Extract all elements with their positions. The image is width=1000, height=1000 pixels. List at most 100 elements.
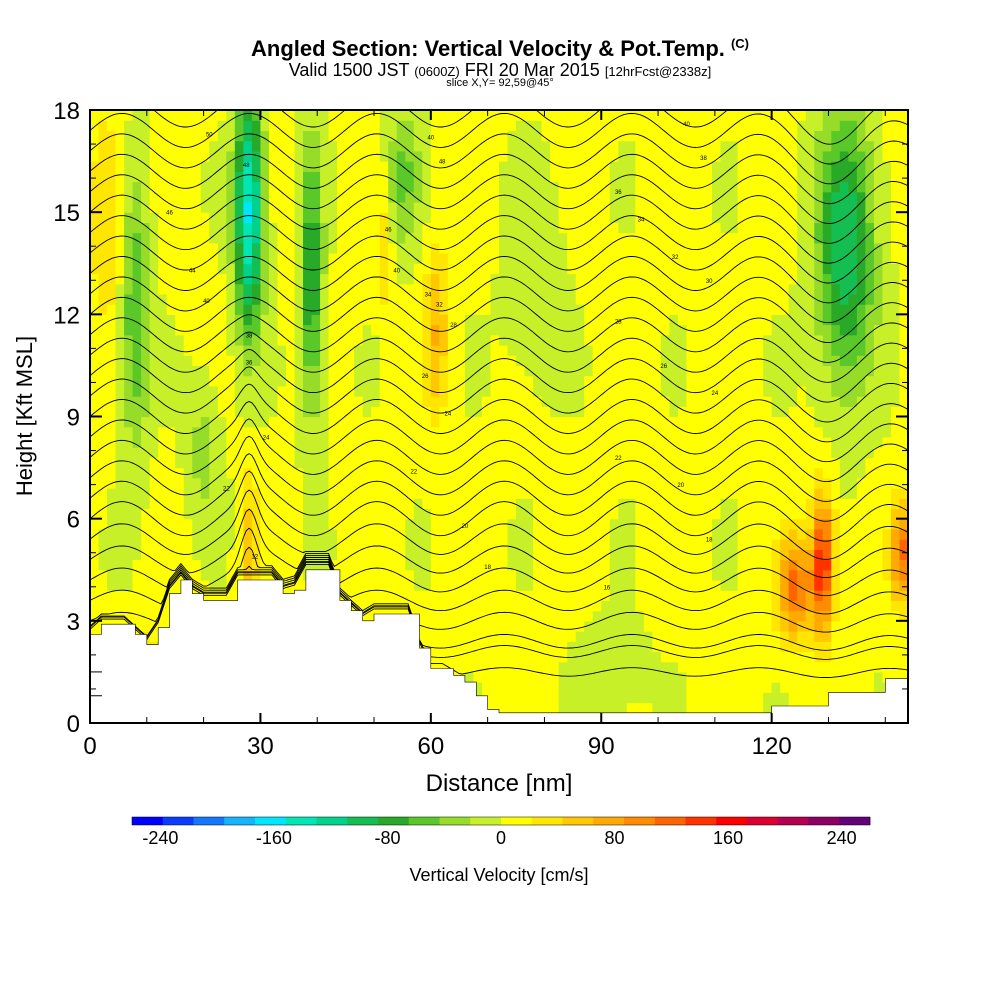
velocity-cell xyxy=(686,682,696,693)
velocity-cell xyxy=(490,620,500,632)
velocity-cell xyxy=(430,222,440,234)
velocity-cell xyxy=(499,171,509,183)
velocity-cell xyxy=(430,201,440,213)
velocity-cell xyxy=(626,140,636,152)
velocity-cell xyxy=(277,191,287,203)
velocity-cell xyxy=(320,436,330,448)
velocity-cell xyxy=(132,539,142,550)
velocity-cell xyxy=(754,436,764,448)
velocity-cell xyxy=(328,518,338,530)
velocity-cell xyxy=(379,488,389,499)
velocity-cell xyxy=(396,569,406,581)
velocity-cell xyxy=(192,150,202,162)
velocity-cell xyxy=(456,344,466,356)
velocity-cell xyxy=(524,671,534,683)
velocity-cell xyxy=(643,488,653,499)
velocity-cell xyxy=(609,539,619,550)
velocity-cell xyxy=(550,682,560,693)
velocity-cell xyxy=(533,171,543,183)
velocity-cell xyxy=(635,498,645,510)
velocity-cell xyxy=(575,191,585,203)
velocity-cell xyxy=(592,181,602,193)
velocity-cell xyxy=(430,406,440,418)
velocity-cell xyxy=(132,457,142,469)
velocity-cell xyxy=(635,293,645,305)
velocity-cell xyxy=(439,447,449,458)
velocity-cell xyxy=(720,375,730,387)
velocity-cell xyxy=(575,467,585,479)
velocity-cell xyxy=(413,334,423,346)
velocity-cell xyxy=(328,161,338,172)
velocity-cell xyxy=(754,488,764,499)
velocity-cell xyxy=(541,406,551,418)
velocity-cell xyxy=(754,304,764,315)
velocity-cell xyxy=(626,120,636,132)
velocity-cell xyxy=(345,498,355,510)
velocity-cell xyxy=(124,385,134,397)
velocity-cell xyxy=(311,314,321,326)
velocity-cell xyxy=(209,569,219,581)
velocity-cell xyxy=(141,314,151,326)
velocity-cell xyxy=(712,110,722,121)
velocity-cell xyxy=(703,426,713,438)
velocity-cell xyxy=(507,334,517,346)
velocity-cell xyxy=(712,518,722,530)
velocity-cell xyxy=(516,222,526,234)
velocity-cell xyxy=(422,201,432,213)
velocity-cell xyxy=(788,590,798,601)
velocity-cell xyxy=(584,263,594,275)
velocity-cell xyxy=(234,457,244,469)
velocity-cell xyxy=(652,283,662,295)
velocity-cell xyxy=(686,569,696,581)
velocity-cell xyxy=(720,232,730,244)
velocity-cell xyxy=(703,467,713,479)
velocity-cell xyxy=(677,396,688,407)
velocity-cell xyxy=(626,631,636,642)
velocity-cell xyxy=(516,375,526,387)
velocity-cell xyxy=(694,212,705,223)
velocity-cell xyxy=(686,590,696,601)
velocity-cell xyxy=(413,559,423,571)
velocity-cell xyxy=(746,181,756,193)
velocity-cell xyxy=(541,314,551,326)
velocity-cell xyxy=(652,508,662,520)
velocity-cell xyxy=(166,528,176,540)
velocity-cell xyxy=(456,641,466,653)
velocity-cell xyxy=(337,396,347,407)
velocity-cell xyxy=(626,416,636,428)
velocity-cell xyxy=(90,263,100,275)
velocity-cell xyxy=(643,191,653,203)
velocity-cell xyxy=(277,375,287,387)
velocity-cell xyxy=(550,396,560,407)
velocity-cell xyxy=(499,651,509,663)
velocity-cell xyxy=(720,651,730,663)
velocity-cell xyxy=(567,191,577,203)
velocity-cell xyxy=(516,273,526,285)
velocity-cell xyxy=(550,467,560,479)
velocity-cell xyxy=(98,579,108,591)
velocity-cell xyxy=(362,304,372,315)
velocity-cell xyxy=(362,467,372,479)
velocity-cell xyxy=(584,140,594,152)
velocity-cell xyxy=(371,498,381,510)
velocity-cell xyxy=(686,232,696,244)
velocity-cell xyxy=(635,385,645,397)
velocity-cell xyxy=(192,375,202,387)
velocity-cell xyxy=(524,682,534,693)
velocity-cell xyxy=(626,702,636,714)
velocity-cell xyxy=(141,396,151,407)
velocity-cell xyxy=(626,426,636,438)
velocity-cell xyxy=(294,467,304,479)
velocity-cell xyxy=(456,590,466,601)
velocity-cell xyxy=(635,140,645,152)
velocity-cell xyxy=(166,140,176,152)
velocity-cell xyxy=(464,498,475,510)
velocity-cell xyxy=(158,590,168,601)
velocity-cell xyxy=(643,682,653,693)
velocity-cell xyxy=(413,130,423,142)
velocity-cell xyxy=(277,130,287,142)
velocity-cell xyxy=(124,324,134,336)
velocity-cell xyxy=(729,375,739,387)
velocity-cell xyxy=(729,590,739,601)
velocity-cell xyxy=(124,610,134,622)
